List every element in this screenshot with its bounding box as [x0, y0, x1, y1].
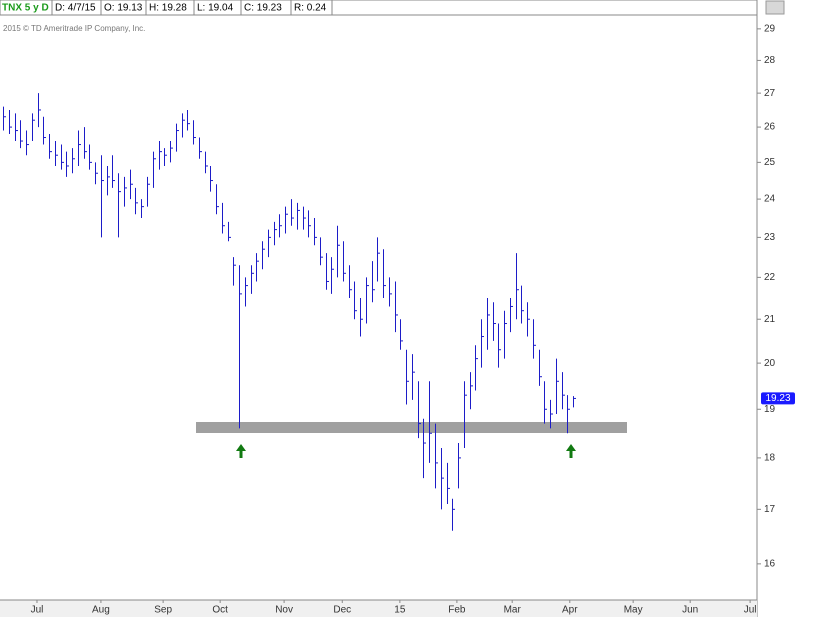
x-tick-label: Dec [333, 605, 351, 616]
y-tick-label: 20 [764, 358, 776, 369]
open: O: 19.13 [104, 3, 143, 14]
low: L: 19.04 [197, 3, 234, 14]
copyright: 2015 © TD Ameritrade IP Company, Inc. [3, 24, 145, 33]
x-tick-label: Mar [504, 605, 522, 616]
y-tick-label: 25 [764, 157, 776, 168]
x-tick-label: Nov [275, 605, 293, 616]
y-tick-label: 16 [764, 559, 776, 570]
last-price-label: 19.23 [765, 393, 790, 404]
high: H: 19.28 [149, 3, 187, 14]
support-band [196, 422, 627, 433]
close: C: 19.23 [244, 3, 282, 14]
y-tick-label: 23 [764, 232, 776, 243]
y-tick-label: 22 [764, 272, 776, 283]
y-tick-label: 21 [764, 314, 776, 325]
x-tick-label: Sep [154, 605, 172, 616]
y-tick-label: 27 [764, 88, 776, 99]
x-tick-label: May [624, 605, 643, 616]
last-price-box [761, 392, 795, 405]
x-tick-label: Apr [562, 605, 578, 616]
y-tick-label: 19 [764, 404, 776, 415]
x-tick-label: Jun [682, 605, 698, 616]
y-tick-label: 17 [764, 504, 776, 515]
range: R: 0.24 [294, 3, 327, 14]
y-tick-label: 28 [764, 55, 776, 66]
y-tick-label: 29 [764, 23, 776, 34]
symbol: TNX 5 y D [2, 3, 49, 14]
y-tick-label: 18 [764, 453, 776, 464]
tool-icon[interactable] [765, 0, 785, 15]
x-axis-strip [0, 600, 757, 617]
date: D: 4/7/15 [55, 3, 96, 14]
x-tick-label: Jul [744, 605, 757, 616]
y-tick-label: 24 [764, 194, 776, 205]
x-tick-label: Oct [212, 605, 228, 616]
x-tick-label: 15 [394, 605, 406, 616]
arrow [566, 444, 576, 458]
arrow [236, 444, 246, 458]
x-tick-label: Feb [448, 605, 466, 616]
x-tick-label: Jul [31, 605, 44, 616]
y-tick-label: 26 [764, 122, 776, 133]
x-tick-label: Aug [92, 605, 110, 616]
